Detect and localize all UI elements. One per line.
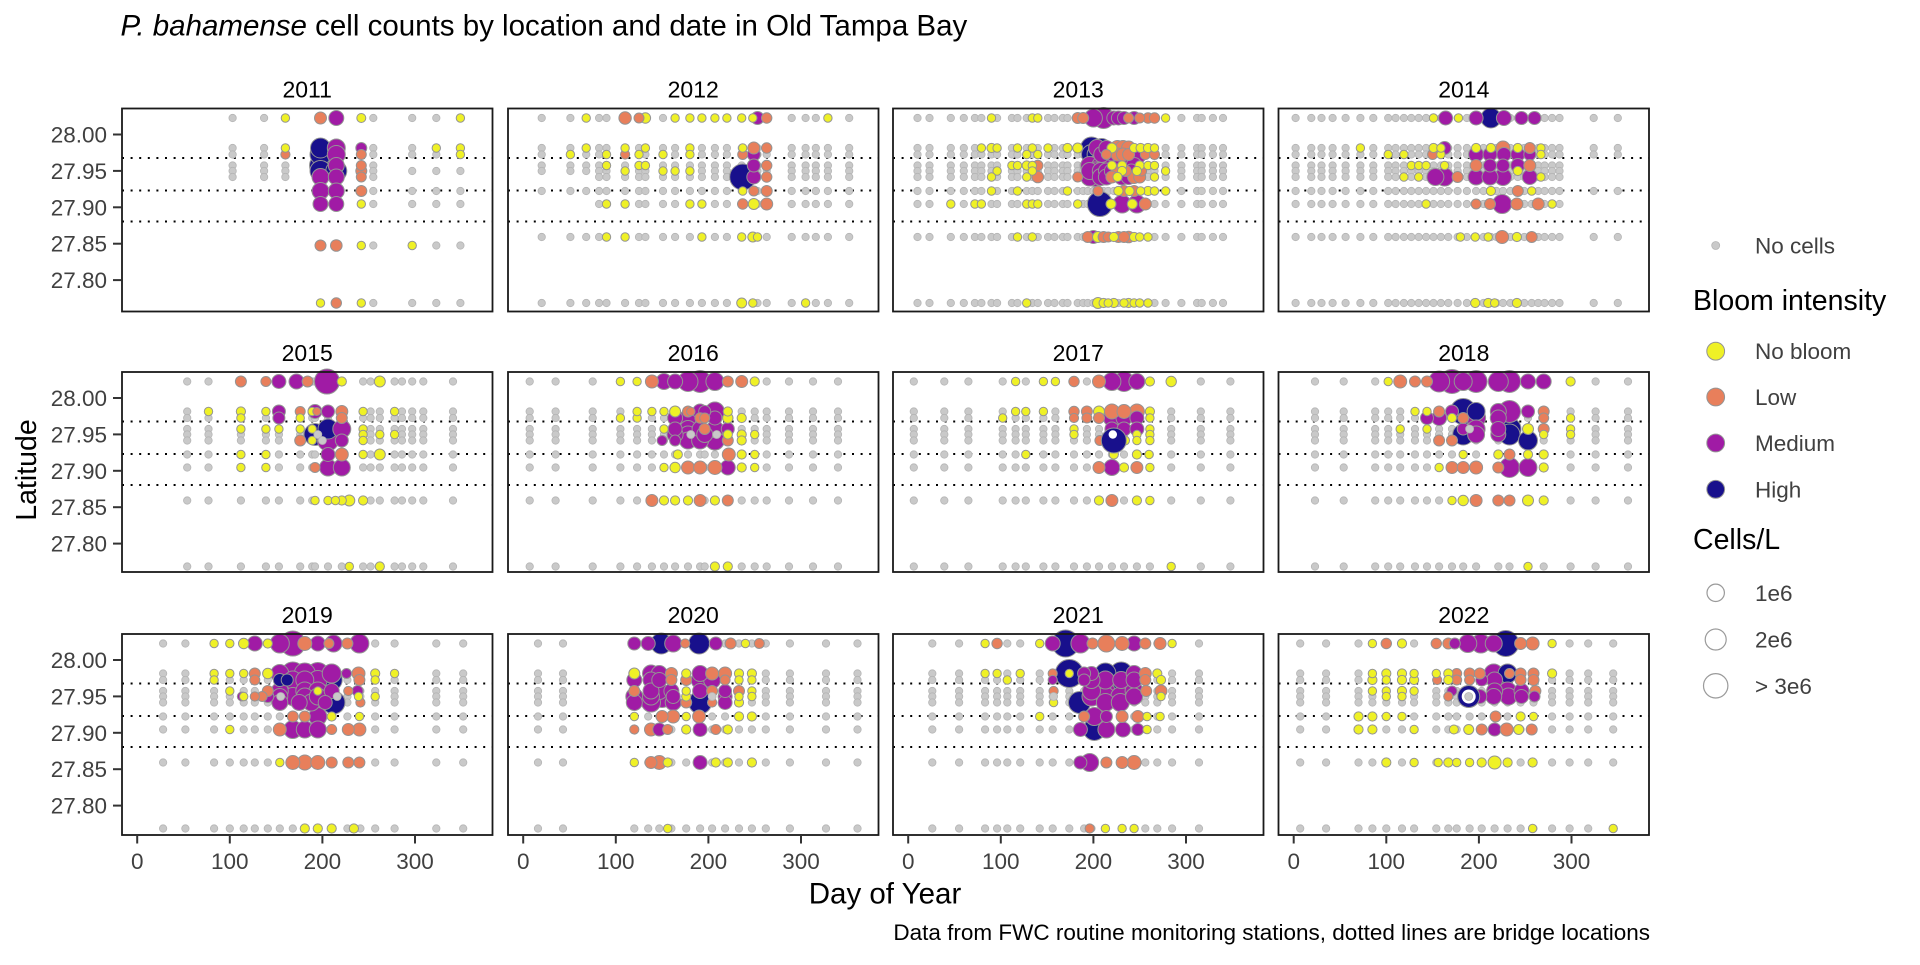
svg-text:2019: 2019 (282, 602, 333, 628)
svg-text:No cells: No cells (1755, 234, 1835, 259)
svg-text:28.00: 28.00 (51, 386, 107, 411)
svg-text:1e6: 1e6 (1755, 581, 1793, 606)
svg-text:2020: 2020 (668, 602, 719, 628)
svg-text:100: 100 (211, 849, 249, 874)
svg-text:2e6: 2e6 (1755, 628, 1793, 653)
svg-text:0: 0 (517, 849, 530, 874)
svg-text:2015: 2015 (282, 340, 333, 366)
svg-text:2017: 2017 (1053, 340, 1104, 366)
svg-text:28.00: 28.00 (51, 648, 107, 673)
svg-text:> 3e6: > 3e6 (1755, 674, 1812, 699)
svg-text:P. bahamense cell counts by lo: P. bahamense cell counts by location and… (121, 10, 968, 43)
svg-text:High: High (1755, 477, 1801, 502)
svg-text:Data from FWC routine monitori: Data from FWC routine monitoring station… (893, 920, 1650, 945)
svg-text:Cells/L: Cells/L (1693, 524, 1780, 556)
svg-text:27.85: 27.85 (51, 757, 107, 782)
svg-text:2016: 2016 (668, 340, 719, 366)
svg-text:No bloom: No bloom (1755, 339, 1851, 364)
svg-text:27.90: 27.90 (51, 721, 107, 746)
svg-text:200: 200 (1075, 849, 1113, 874)
svg-text:0: 0 (131, 849, 144, 874)
svg-text:27.80: 27.80 (51, 794, 107, 819)
svg-text:28.00: 28.00 (51, 123, 107, 148)
svg-text:300: 300 (1553, 849, 1591, 874)
svg-text:200: 200 (690, 849, 728, 874)
svg-text:2018: 2018 (1438, 340, 1489, 366)
svg-text:200: 200 (1460, 849, 1498, 874)
svg-text:2021: 2021 (1053, 602, 1104, 628)
svg-text:100: 100 (982, 849, 1020, 874)
svg-text:100: 100 (597, 849, 635, 874)
svg-text:27.85: 27.85 (51, 232, 107, 257)
svg-text:2011: 2011 (282, 77, 331, 103)
svg-text:Bloom intensity: Bloom intensity (1693, 285, 1887, 317)
svg-text:2022: 2022 (1438, 602, 1489, 628)
svg-text:2012: 2012 (668, 77, 719, 103)
svg-text:27.80: 27.80 (51, 268, 107, 293)
svg-text:2013: 2013 (1053, 77, 1104, 103)
svg-text:Latitude: Latitude (11, 419, 43, 520)
svg-text:200: 200 (304, 849, 342, 874)
svg-text:300: 300 (782, 849, 820, 874)
svg-text:Medium: Medium (1755, 431, 1835, 456)
svg-text:300: 300 (1167, 849, 1205, 874)
svg-text:27.95: 27.95 (51, 684, 107, 709)
svg-text:27.90: 27.90 (51, 459, 107, 484)
svg-text:27.85: 27.85 (51, 495, 107, 520)
svg-text:0: 0 (1287, 849, 1300, 874)
svg-text:100: 100 (1368, 849, 1406, 874)
svg-text:27.95: 27.95 (51, 422, 107, 447)
svg-text:0: 0 (902, 849, 915, 874)
svg-text:27.90: 27.90 (51, 195, 107, 220)
svg-text:Low: Low (1755, 385, 1797, 410)
svg-text:27.95: 27.95 (51, 159, 107, 184)
svg-text:300: 300 (396, 849, 434, 874)
svg-text:Day of Year: Day of Year (809, 878, 962, 911)
svg-text:2014: 2014 (1438, 77, 1489, 103)
svg-text:27.80: 27.80 (51, 532, 107, 557)
